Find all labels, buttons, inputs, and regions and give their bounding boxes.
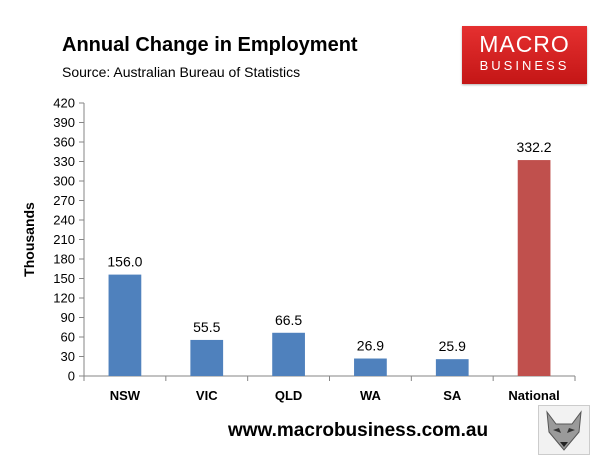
- y-tick-label: 210: [53, 232, 75, 247]
- y-tick-label: 30: [61, 349, 75, 364]
- logo-line-2: BUSINESS: [479, 58, 570, 73]
- y-tick-label: 300: [53, 174, 75, 189]
- x-tick-label: WA: [360, 388, 382, 403]
- bar-national: [517, 160, 551, 376]
- y-axis-title: Thousands: [21, 202, 37, 277]
- bar-wa: [354, 358, 387, 376]
- y-tick-label: 270: [53, 193, 75, 208]
- bar-vic: [190, 339, 224, 376]
- y-tick-label: 420: [53, 96, 75, 111]
- y-tick-label: 120: [53, 291, 75, 306]
- chart-title: Annual Change in Employment: [62, 34, 358, 56]
- macrobusiness-logo: MACRO BUSINESS: [462, 26, 587, 84]
- bar-sa: [435, 359, 469, 376]
- x-tick-label: QLD: [275, 388, 302, 403]
- data-label: 25.9: [439, 338, 466, 354]
- y-tick-label: 390: [53, 115, 75, 130]
- bar-qld: [272, 332, 305, 376]
- x-tick-label: SA: [443, 388, 462, 403]
- y-tick-label: 330: [53, 154, 75, 169]
- logo-line-1: MACRO: [479, 31, 570, 57]
- data-label: 55.5: [193, 319, 220, 335]
- y-tick-label: 180: [53, 252, 75, 267]
- data-label: 66.5: [275, 312, 302, 328]
- y-tick-label: 360: [53, 135, 75, 150]
- y-tick-label: 150: [53, 271, 75, 286]
- x-tick-label: VIC: [196, 388, 218, 403]
- chart-subtitle: Source: Australian Bureau of Statistics: [62, 64, 301, 80]
- wolf-logo-icon: [538, 405, 590, 455]
- bar-nsw: [108, 274, 142, 376]
- website-url: www.macrobusiness.com.au: [228, 420, 489, 441]
- y-tick-label: 240: [53, 213, 75, 228]
- data-label: 26.9: [357, 338, 384, 354]
- data-label: 156.0: [107, 254, 142, 270]
- x-tick-label: NSW: [110, 388, 141, 403]
- x-tick-label: National: [508, 388, 559, 403]
- y-tick-label: 90: [61, 310, 75, 325]
- data-label: 332.2: [517, 139, 552, 155]
- y-tick-label: 0: [68, 369, 75, 384]
- y-tick-label: 60: [61, 330, 75, 345]
